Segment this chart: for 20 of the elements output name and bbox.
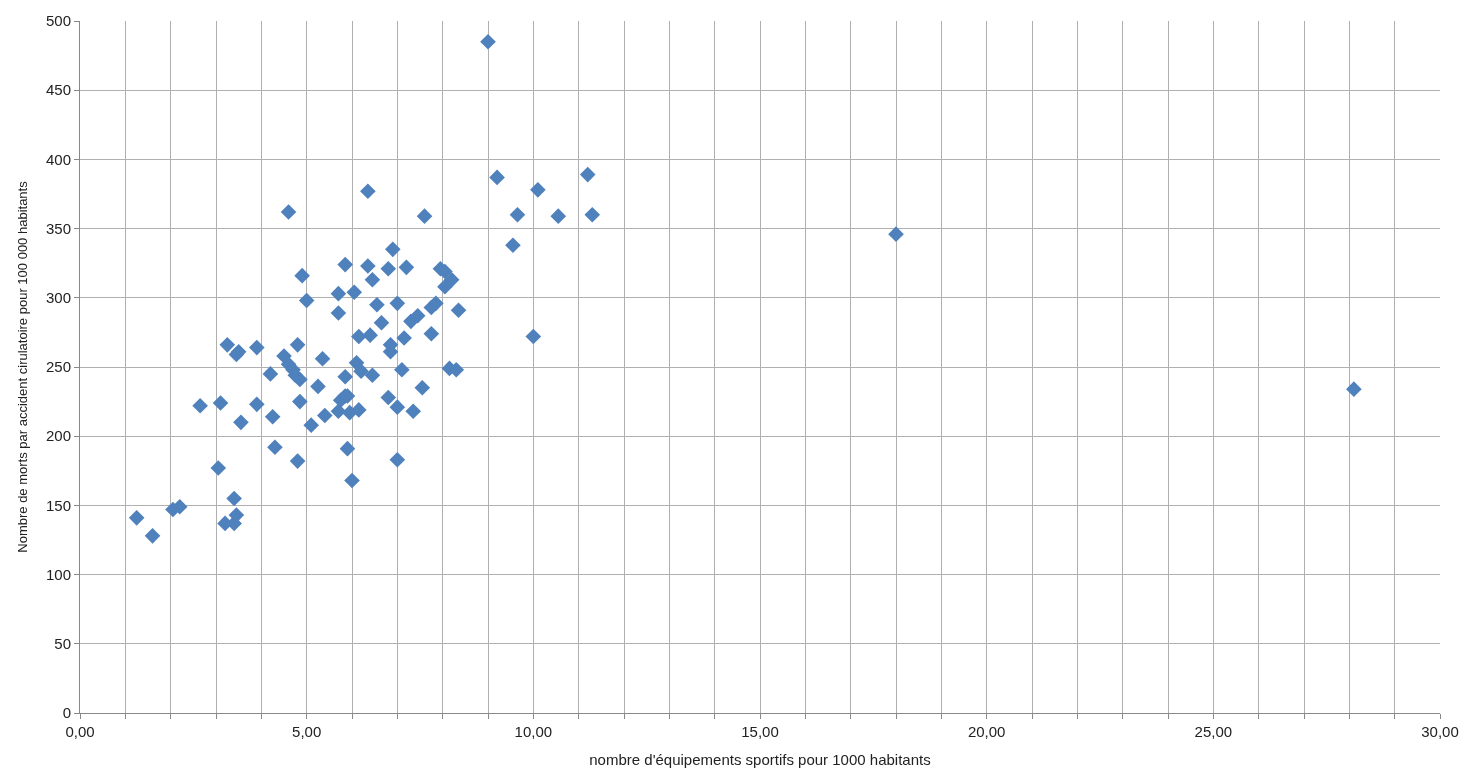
x-tick-label: 25,00 — [1194, 723, 1233, 740]
x-axis-title: nombre d'équipements sportifs pour 1000 habitants — [589, 751, 931, 768]
y-tick-label: 350 — [45, 219, 71, 237]
x-tick-label: 30,00 — [1421, 723, 1459, 740]
y-tick-label: 500 — [45, 12, 71, 30]
x-tick-label: 0,00 — [65, 723, 95, 740]
y-tick-label: 400 — [45, 150, 71, 168]
x-tick-label: 15,00 — [741, 723, 779, 740]
y-tick-label: 250 — [45, 358, 71, 376]
x-tick-label: 20,00 — [967, 723, 1006, 740]
y-tick-label: 150 — [45, 496, 71, 514]
y-tick-label: 300 — [45, 289, 71, 307]
y-tick-label: 0 — [62, 704, 71, 722]
y-tick-label: 200 — [45, 427, 71, 445]
x-tick-label: 5,00 — [292, 723, 322, 740]
y-tick-label: 50 — [54, 635, 71, 653]
y-axis-title: Nombre de morts par accident cirulatoire pour 100 000 habitants — [14, 180, 30, 553]
y-tick-label: 100 — [45, 565, 71, 583]
y-tick-label: 450 — [45, 81, 71, 99]
x-tick-label: 10,00 — [514, 723, 553, 740]
